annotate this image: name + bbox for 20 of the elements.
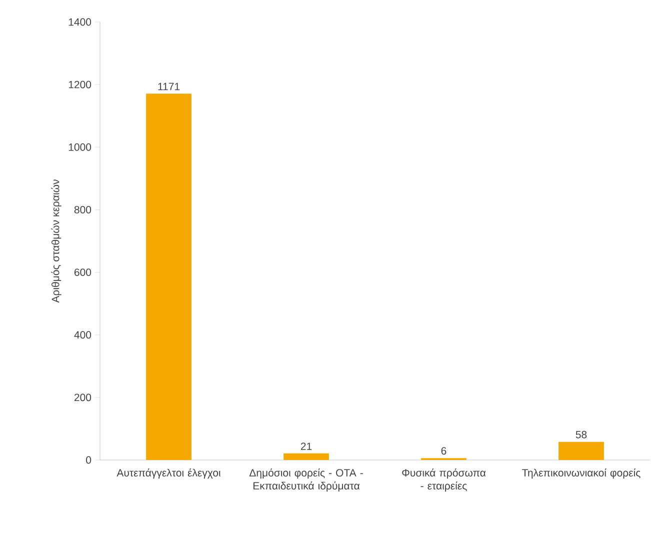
y-axis-title: Αριθμός σταθμών κεραιών	[51, 180, 62, 303]
bar	[146, 94, 192, 460]
bar	[558, 442, 604, 460]
bar	[284, 453, 329, 460]
x-tick-label: Φυσικά πρόσωπα - εταιρείες	[402, 468, 486, 492]
data-label: 58	[576, 430, 587, 438]
data-label: 1171	[158, 82, 180, 90]
y-tick-label: 1000	[68, 143, 92, 151]
x-tick-label: Δημόσιοι φορείς - ΟΤΑ - Εκπαιδευτικά ιδρύματα	[249, 468, 363, 492]
x-tick-label: Τηλεπικοινωνιακοί φορείς	[522, 468, 640, 479]
y-tick-label: 400	[74, 331, 92, 339]
y-tick-label: 600	[74, 268, 92, 276]
y-tick-label: 1400	[68, 18, 92, 26]
y-tick-label: 800	[74, 206, 92, 214]
y-tick-label: 0	[86, 456, 92, 464]
x-tick-label: Αυτεπάγγελτοι έλεγχοι	[116, 468, 221, 479]
data-label: 21	[300, 442, 312, 450]
y-tick-label: 200	[74, 394, 92, 402]
y-tick-label: 1200	[68, 80, 92, 88]
data-label: 6	[441, 447, 446, 455]
